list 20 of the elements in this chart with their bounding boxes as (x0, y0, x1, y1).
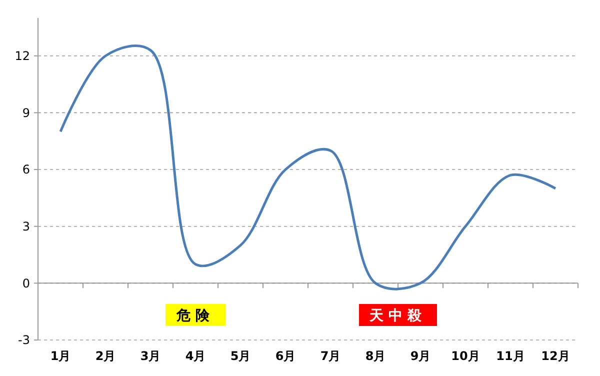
x-tick-label: 5月 (230, 349, 251, 363)
x-tick-label: 7月 (320, 349, 341, 363)
x-tick-label: 10月 (451, 349, 480, 363)
y-tick-label: 3 (22, 220, 30, 234)
x-tick-label: 4月 (185, 349, 206, 363)
x-tick-label: 9月 (410, 349, 431, 363)
x-tick-label: 11月 (496, 349, 525, 363)
y-tick-label: 0 (22, 276, 30, 290)
x-tick-label: 8月 (365, 349, 386, 363)
x-tick-label: 1月 (50, 349, 71, 363)
annotation: 危険 (176, 308, 214, 324)
y-tick-label: 9 (22, 106, 30, 120)
x-tick-label: 2月 (95, 349, 116, 363)
y-tick-label: 6 (22, 162, 30, 177)
x-tick-label: 12月 (541, 349, 570, 363)
x-tick-label: 6月 (275, 349, 296, 363)
y-tick-label: -3 (18, 333, 30, 348)
annotation: 天中殺 (368, 308, 426, 324)
y-tick-label: 12 (14, 49, 30, 64)
x-tick-label: 3月 (140, 349, 161, 363)
